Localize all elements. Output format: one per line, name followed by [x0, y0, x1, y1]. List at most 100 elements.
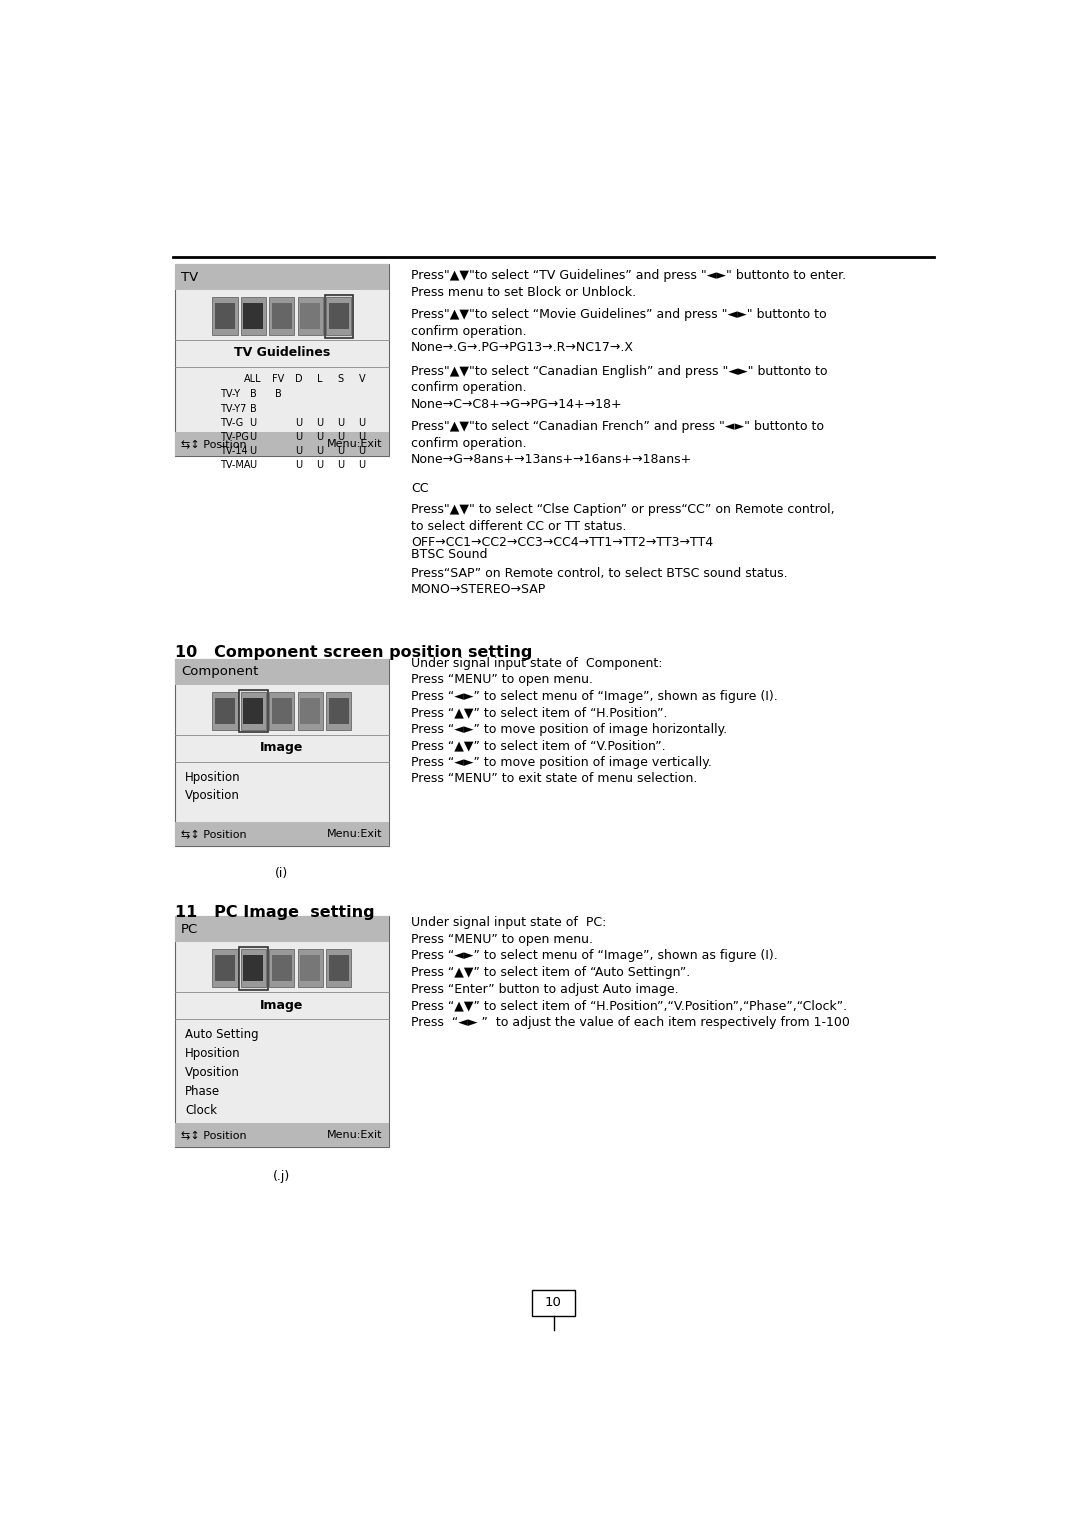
Text: Press"▲▼"to select “TV Guidelines” and press "◄►" buttonto to enter.: Press"▲▼"to select “TV Guidelines” and p…: [411, 268, 847, 282]
Text: Press  “◄► ”  to adjust the value of each item respectively from 1-100: Press “◄► ” to adjust the value of each …: [411, 1016, 850, 1029]
Text: B: B: [274, 390, 282, 399]
Text: U: U: [337, 446, 345, 456]
Text: TV-Y7: TV-Y7: [219, 403, 246, 414]
Bar: [175, 433, 389, 456]
Bar: [175, 916, 389, 942]
Text: confirm operation.: confirm operation.: [411, 325, 527, 337]
Text: V: V: [359, 374, 365, 384]
Text: Press “▲▼” to select item of “V.Position”.: Press “▲▼” to select item of “V.Position…: [411, 739, 666, 752]
Text: (i): (i): [274, 867, 288, 881]
Bar: [215, 956, 235, 982]
Bar: [215, 304, 235, 330]
Text: Press “◄►” to move position of image vertically.: Press “◄►” to move position of image ver…: [411, 756, 712, 769]
Text: OFF→CC1→CC2→CC3→CC4→TT1→TT2→TT3→TT4: OFF→CC1→CC2→CC3→CC4→TT1→TT2→TT3→TT4: [411, 535, 713, 549]
Bar: [213, 692, 238, 730]
Text: Press “▲▼” to select item of “H.Position”,“V.Position”,“Phase”,“Clock”.: Press “▲▼” to select item of “H.Position…: [411, 999, 848, 1012]
Text: Press menu to set Block or Unblock.: Press menu to set Block or Unblock.: [411, 285, 636, 299]
Bar: [213, 950, 238, 988]
Text: Under signal input state of  Component:: Under signal input state of Component:: [411, 657, 663, 669]
Text: TV-14: TV-14: [219, 446, 247, 456]
Text: confirm operation.: confirm operation.: [411, 382, 527, 394]
Text: to select different CC or TT status.: to select different CC or TT status.: [411, 520, 626, 532]
Bar: [239, 946, 268, 989]
Text: U: U: [296, 417, 302, 428]
Bar: [325, 295, 353, 337]
Text: Hposition: Hposition: [186, 1046, 241, 1060]
Text: Press“SAP” on Remote control, to select BTSC sound status.: Press“SAP” on Remote control, to select …: [411, 566, 787, 580]
Bar: [272, 698, 292, 724]
Text: PC: PC: [181, 923, 199, 936]
Text: U: U: [296, 446, 302, 456]
Bar: [328, 956, 349, 982]
Bar: [213, 298, 238, 336]
Text: Press"▲▼"to select “Canadian French” and press "◄►" buttonto to: Press"▲▼"to select “Canadian French” and…: [411, 420, 824, 433]
Text: Image: Image: [260, 741, 303, 755]
Text: TV-PG: TV-PG: [219, 433, 248, 442]
Text: Press “Enter” button to adjust Auto image.: Press “Enter” button to adjust Auto imag…: [411, 983, 679, 996]
Bar: [269, 950, 295, 988]
Text: U: U: [249, 417, 257, 428]
Text: Press “◄►” to select menu of “Image”, shown as figure (I).: Press “◄►” to select menu of “Image”, sh…: [411, 950, 778, 962]
Bar: [298, 950, 323, 988]
Text: Vposition: Vposition: [186, 790, 240, 802]
Text: Hposition: Hposition: [186, 770, 241, 784]
Text: confirm operation.: confirm operation.: [411, 437, 527, 449]
Bar: [175, 1123, 389, 1147]
Bar: [215, 698, 235, 724]
Bar: [328, 304, 349, 330]
Text: U: U: [359, 460, 365, 471]
Text: B: B: [249, 403, 256, 414]
Text: CC: CC: [411, 482, 429, 495]
Text: Menu:Exit: Menu:Exit: [327, 439, 382, 449]
Bar: [241, 692, 266, 730]
Bar: [531, 1290, 576, 1316]
Text: None→G→8ans+→13ans+→16ans+→18ans+: None→G→8ans+→13ans+→16ans+→18ans+: [411, 454, 692, 466]
Bar: [300, 698, 321, 724]
Text: TV-G: TV-G: [219, 417, 243, 428]
Bar: [243, 698, 264, 724]
Text: BTSC Sound: BTSC Sound: [411, 548, 488, 561]
Text: Vposition: Vposition: [186, 1066, 240, 1078]
Text: S: S: [338, 374, 343, 384]
Bar: [241, 950, 266, 988]
Text: Under signal input state of  PC:: Under signal input state of PC:: [411, 916, 607, 930]
Text: Clock: Clock: [186, 1103, 217, 1117]
Text: ⇆↕ Position: ⇆↕ Position: [181, 1131, 246, 1140]
Bar: [175, 264, 389, 456]
Bar: [243, 304, 264, 330]
Text: None→C→C8+→G→PG→14+→18+: None→C→C8+→G→PG→14+→18+: [411, 397, 623, 411]
Bar: [269, 692, 295, 730]
Text: U: U: [316, 460, 324, 471]
Text: Press"▲▼"to select “Movie Guidelines” and press "◄►" buttonto to: Press"▲▼"to select “Movie Guidelines” an…: [411, 308, 827, 321]
Text: U: U: [359, 446, 365, 456]
Text: U: U: [337, 417, 345, 428]
Bar: [175, 264, 389, 290]
Bar: [328, 698, 349, 724]
Bar: [272, 304, 292, 330]
Text: ⇆↕ Position: ⇆↕ Position: [181, 828, 246, 839]
Bar: [243, 956, 264, 982]
Text: 10   Component screen position setting: 10 Component screen position setting: [175, 644, 532, 660]
Text: Press “MENU” to open menu.: Press “MENU” to open menu.: [411, 673, 593, 686]
Text: L: L: [318, 374, 323, 384]
Text: ⇆↕ Position: ⇆↕ Position: [181, 439, 246, 449]
Text: ALL: ALL: [244, 374, 261, 384]
Text: Press “MENU” to exit state of menu selection.: Press “MENU” to exit state of menu selec…: [411, 772, 698, 785]
Text: U: U: [249, 460, 257, 471]
Bar: [269, 298, 295, 336]
Text: U: U: [296, 433, 302, 442]
Bar: [298, 298, 323, 336]
Text: U: U: [337, 433, 345, 442]
Text: Image: Image: [260, 999, 303, 1011]
Bar: [326, 950, 351, 988]
Text: U: U: [249, 446, 257, 456]
Text: Press “◄►” to move position of image horizontally.: Press “◄►” to move position of image hor…: [411, 723, 728, 736]
Text: Menu:Exit: Menu:Exit: [327, 828, 382, 839]
Bar: [175, 822, 389, 845]
Bar: [175, 916, 389, 1147]
Text: U: U: [359, 417, 365, 428]
Text: MONO→STEREO→SAP: MONO→STEREO→SAP: [411, 583, 546, 597]
Bar: [239, 690, 268, 732]
Text: 10: 10: [545, 1296, 562, 1309]
Bar: [175, 660, 389, 845]
